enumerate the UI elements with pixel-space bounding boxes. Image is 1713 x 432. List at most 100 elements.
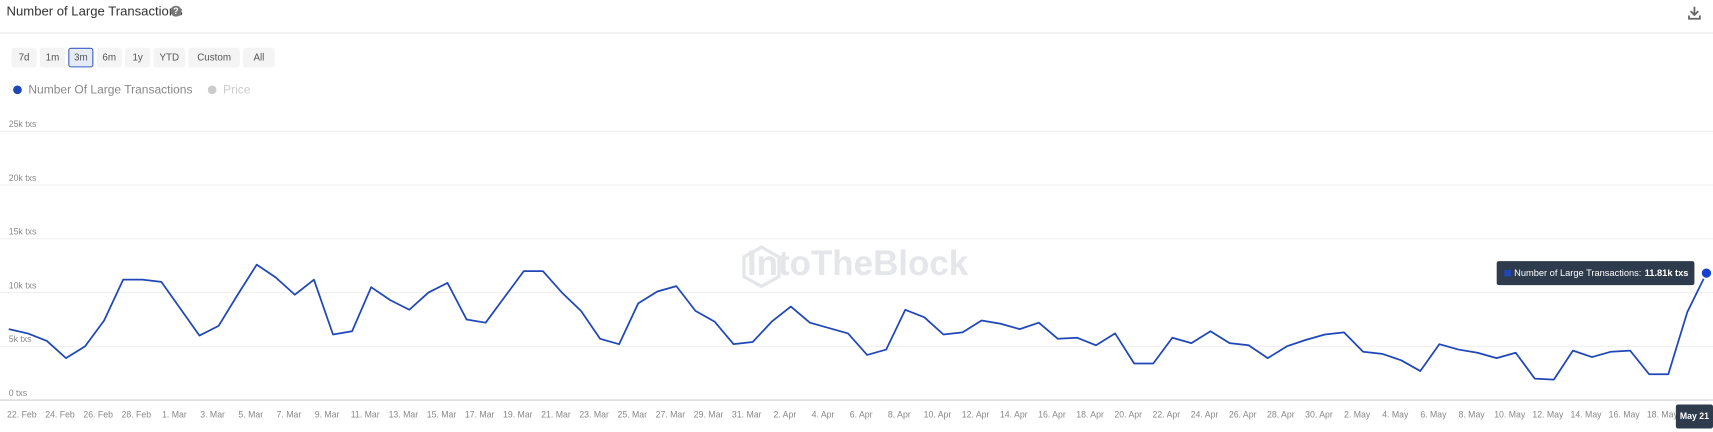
x-tick-label: 29. Mar: [694, 410, 724, 420]
watermark-logo: [742, 245, 781, 289]
tooltip-date-box: [1675, 404, 1713, 429]
x-tick-label: 16. Apr: [1038, 410, 1066, 420]
range-button-label[interactable]: 6m: [102, 53, 116, 64]
download-icon[interactable]: [1688, 6, 1701, 20]
legend-label[interactable]: Number Of Large Transactions: [28, 83, 192, 97]
x-tick-label: 6. May: [1420, 410, 1447, 420]
x-tick-label: 30. Apr: [1305, 410, 1333, 420]
x-tick-label: 8. May: [1458, 410, 1485, 420]
x-tick-label: 25. Mar: [617, 410, 647, 420]
range-button[interactable]: All: [243, 47, 275, 68]
x-tick-label: 2. May: [1344, 410, 1371, 420]
x-tick-label: 10. May: [1494, 410, 1526, 420]
range-button-bg[interactable]: [96, 47, 122, 68]
x-tick-label: 27. Mar: [656, 410, 686, 420]
range-button-bg[interactable]: [68, 47, 94, 68]
x-tick-label: 4. Apr: [812, 410, 835, 420]
plot: 0 txs 5k txs 10k txs 15k txs 20k txs 25k txs 2…: [0, 119, 1713, 429]
range-button[interactable]: Custom: [188, 47, 240, 68]
tooltip-label: Number of Large Transactions:: [1514, 268, 1641, 278]
y-tick-label: 25k txs: [9, 119, 37, 129]
x-tick-label: 17. Mar: [465, 410, 495, 420]
range-button-label[interactable]: Custom: [197, 53, 231, 64]
x-tick-label: 3. Mar: [200, 410, 225, 420]
x-tick-label: 26. Feb: [83, 410, 113, 420]
range-button[interactable]: 3m: [68, 47, 94, 68]
range-button-bg[interactable]: [243, 47, 275, 68]
y-tick-label: 5k txs: [9, 334, 32, 344]
x-tick-label: 31. Mar: [732, 410, 762, 420]
range-button-label[interactable]: 7d: [19, 53, 30, 64]
range-button-bg[interactable]: [39, 47, 66, 68]
x-tick-label: 21. Mar: [541, 410, 571, 420]
tooltip-point: [1700, 266, 1713, 280]
x-tick-label: 1. Mar: [162, 410, 187, 420]
range-controls: 7d 1m 3m 6m 1y YTD Custom All: [11, 47, 275, 68]
x-tick-label: 22. Apr: [1153, 410, 1181, 420]
x-tick-label: 18. Apr: [1076, 410, 1104, 420]
range-button-label[interactable]: All: [253, 53, 264, 64]
data-line: [8, 263, 1708, 381]
watermark: IntoTheBlock: [747, 244, 969, 283]
x-tick-label: 18. May: [1647, 410, 1679, 420]
range-button[interactable]: 6m: [96, 47, 122, 68]
x-tick-label: 19. Mar: [503, 410, 533, 420]
x-tick-label: 23. Mar: [579, 410, 609, 420]
y-tick-label: 15k txs: [9, 227, 37, 237]
x-tick-label: 24. Feb: [45, 410, 75, 420]
range-button[interactable]: 1m: [39, 47, 66, 68]
help-circle[interactable]: [170, 5, 182, 17]
x-tick-label: 10. Apr: [924, 410, 952, 420]
x-tick-label: 13. Mar: [389, 410, 419, 420]
help-icon[interactable]: ?: [170, 5, 182, 17]
x-tick-label: 14. May: [1571, 410, 1603, 420]
y-tick-label: 10k txs: [9, 280, 37, 290]
x-tick-label: 11. Mar: [351, 410, 380, 420]
x-tick-label: 2. Apr: [773, 410, 796, 420]
legend: Number Of Large Transactions Price: [13, 83, 251, 97]
x-tick-label: 5. Mar: [238, 410, 263, 420]
x-tick-label: 4. May: [1382, 410, 1409, 420]
tooltip-date: May 21: [1680, 411, 1709, 421]
download-glyph[interactable]: [1688, 6, 1701, 20]
y-tick-label: 20k txs: [9, 173, 37, 183]
chart-title: Number of Large Transactions: [7, 4, 184, 19]
tooltip: Number of Large Transactions: 11.81k txs M…: [1496, 261, 1713, 429]
x-tick-label: 22. Feb: [7, 410, 37, 420]
x-tick-label: 6. Apr: [850, 410, 873, 420]
x-tick-label: 14. Apr: [1000, 410, 1028, 420]
watermark-hex: [742, 245, 781, 289]
x-tick-label: 16. May: [1609, 410, 1641, 420]
range-button[interactable]: 7d: [11, 47, 37, 68]
range-button-label[interactable]: 3m: [74, 53, 88, 64]
help-glyph[interactable]: ?: [173, 6, 178, 16]
x-tick-label: 9. Mar: [315, 410, 340, 420]
tooltip-value: 11.81k txs: [1645, 268, 1689, 278]
x-tick-label: 7. Mar: [277, 410, 302, 420]
x-tick-label: 8. Apr: [888, 410, 911, 420]
legend-label[interactable]: Price: [223, 83, 251, 97]
range-button[interactable]: 1y: [125, 47, 151, 68]
y-tick-label: 0 txs: [9, 388, 28, 398]
x-tick-label: 28. Apr: [1267, 410, 1295, 420]
tooltip-box: [1496, 261, 1695, 286]
legend-marker[interactable]: [13, 85, 22, 95]
range-button-label[interactable]: YTD: [159, 53, 179, 64]
range-button-label[interactable]: 1m: [46, 53, 60, 64]
x-tick-label: 12. Apr: [962, 410, 990, 420]
range-button-label[interactable]: 1y: [132, 53, 142, 64]
range-button-bg[interactable]: [153, 47, 186, 68]
range-button-bg[interactable]: [125, 47, 151, 68]
range-button-bg[interactable]: [188, 47, 240, 68]
x-tick-label: 15. Mar: [427, 410, 457, 420]
x-tick-label: 12. May: [1532, 410, 1564, 420]
x-tick-label: 28. Feb: [122, 410, 152, 420]
tooltip-swatch: [1504, 269, 1511, 277]
legend-marker[interactable]: [207, 85, 217, 95]
range-button[interactable]: YTD: [153, 47, 186, 68]
x-tick-label: 20. Apr: [1114, 410, 1142, 420]
x-tick-label: 24. Apr: [1191, 410, 1219, 420]
range-button-bg[interactable]: [11, 47, 37, 68]
